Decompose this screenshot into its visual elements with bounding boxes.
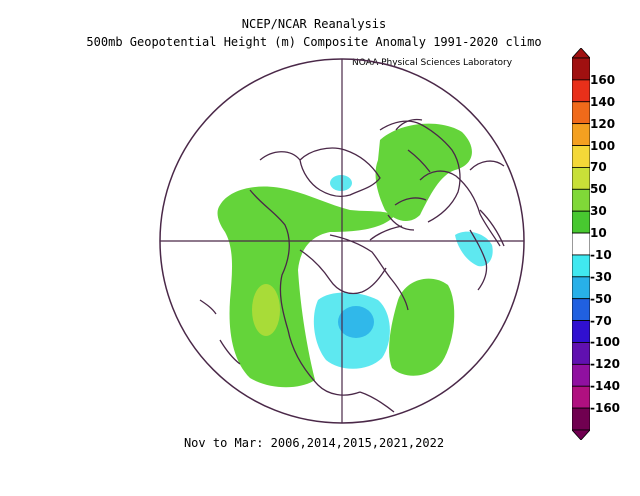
colorbar-tick-label: 160 bbox=[590, 72, 616, 87]
colorbar-swatch bbox=[572, 363, 590, 387]
colorbar-swatch bbox=[572, 232, 590, 256]
colorbar-tick-label: 140 bbox=[590, 94, 616, 109]
colorbar-tick-label: 50 bbox=[590, 182, 607, 197]
colorbar-tick-label: 30 bbox=[590, 204, 607, 219]
colorbar-swatch bbox=[572, 145, 590, 168]
colorbar-swatch bbox=[572, 385, 590, 409]
colorbar-tick-label: 100 bbox=[590, 138, 616, 153]
positive-anomaly-atlantic bbox=[389, 278, 455, 376]
colorbar-swatch bbox=[572, 101, 590, 125]
colorbar-swatch bbox=[572, 276, 590, 300]
colorbar-tick-label: -100 bbox=[590, 335, 621, 350]
colorbar-swatch bbox=[572, 57, 590, 81]
colorbar-swatch bbox=[572, 407, 590, 431]
colorbar-swatch bbox=[572, 342, 590, 365]
colorbar-swatch bbox=[572, 123, 590, 146]
colorbar-tick-label: -10 bbox=[590, 247, 612, 262]
colorbar-swatch bbox=[572, 210, 590, 234]
colorbar-tick-label: -120 bbox=[590, 357, 621, 372]
colorbar bbox=[572, 48, 590, 440]
colorbar-tick-label: -30 bbox=[590, 269, 612, 284]
negative-anomaly-japan bbox=[455, 231, 493, 267]
colorbar-tick-label: -140 bbox=[590, 379, 621, 394]
anomaly-field bbox=[217, 123, 493, 388]
positive-anomaly-asia bbox=[375, 123, 472, 222]
colorbar-tick-label: 70 bbox=[590, 160, 607, 175]
colorbar-swatch bbox=[572, 167, 590, 190]
colorbar-swatch bbox=[572, 254, 590, 278]
colorbar-tick-label: 10 bbox=[590, 226, 607, 241]
colorbar-swatch bbox=[572, 320, 590, 343]
colorbar-swatch bbox=[572, 298, 590, 321]
colorbar-swatch bbox=[572, 79, 590, 103]
colorbar-bottom-arrow bbox=[572, 429, 590, 440]
negative-anomaly-arctic bbox=[330, 175, 352, 191]
chart-subtitle: 500mb Geopotential Height (m) Composite … bbox=[86, 35, 542, 49]
colorbar-tick-label: -70 bbox=[590, 313, 612, 328]
colorbar-top-arrow bbox=[572, 48, 590, 59]
positive-anomaly-core bbox=[252, 284, 280, 336]
negative-anomaly-core bbox=[338, 306, 374, 338]
positive-anomaly-pacific bbox=[217, 186, 395, 388]
coastlines bbox=[199, 118, 505, 413]
colorbar-tick-label: 120 bbox=[590, 116, 616, 131]
map-boundary bbox=[159, 58, 525, 424]
colorbar-tick-label: -160 bbox=[590, 401, 621, 416]
credit-label: NOAA Physical Sciences Laboratory bbox=[352, 58, 513, 68]
footer-text: Nov to Mar: 2006,2014,2015,2021,2022 bbox=[183, 436, 445, 450]
colorbar-tick-label: -50 bbox=[590, 291, 612, 306]
chart-title: NCEP/NCAR Reanalysis bbox=[241, 17, 387, 31]
colorbar-swatch bbox=[572, 188, 590, 212]
